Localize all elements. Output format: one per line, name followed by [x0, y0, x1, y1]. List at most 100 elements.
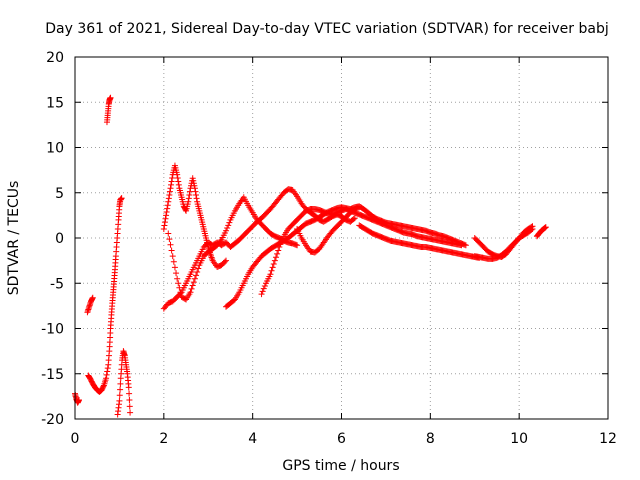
- data-point: [259, 288, 266, 295]
- data-point: [164, 205, 171, 212]
- data-point: [126, 403, 133, 410]
- data-point: [261, 282, 268, 289]
- data-point: [104, 365, 111, 372]
- data-point: [186, 188, 193, 195]
- data-point: [116, 397, 123, 404]
- data-point: [182, 206, 189, 213]
- data-point: [162, 215, 169, 222]
- x-tick-label: 8: [426, 431, 435, 447]
- data-point: [350, 215, 357, 222]
- y-tick-label: 5: [55, 186, 64, 202]
- data-point: [267, 271, 274, 278]
- data-point: [125, 384, 132, 391]
- data-point: [167, 241, 174, 248]
- data-point: [260, 285, 267, 292]
- data-point: [258, 291, 265, 298]
- chart-title: Day 361 of 2021, Sidereal Day-to-day VTE…: [45, 21, 608, 37]
- data-point: [276, 244, 283, 251]
- x-tick-label: 0: [71, 431, 80, 447]
- data-point: [100, 383, 107, 390]
- data-point: [269, 264, 276, 271]
- data-point: [166, 188, 173, 195]
- data-point: [174, 171, 181, 178]
- data-point: [195, 265, 202, 272]
- data-point: [272, 254, 279, 261]
- data-point: [191, 185, 198, 192]
- data-point: [176, 284, 183, 291]
- data-point: [117, 386, 124, 393]
- x-axis-label: GPS time / hours: [282, 458, 399, 474]
- data-point: [224, 225, 231, 232]
- axis-ticks: [74, 56, 609, 420]
- data-point: [103, 371, 110, 378]
- data-point: [166, 236, 173, 243]
- x-tick-label: 4: [248, 431, 257, 447]
- x-tick-label: 2: [159, 431, 168, 447]
- data-point: [161, 222, 168, 229]
- data-point: [161, 219, 168, 226]
- data-point: [116, 392, 123, 399]
- data-point: [278, 238, 285, 245]
- data-point: [168, 181, 175, 188]
- data-point: [165, 195, 172, 202]
- data-point: [169, 175, 176, 182]
- data-point: [188, 285, 195, 292]
- data-point: [174, 275, 181, 282]
- data-point: [173, 270, 180, 277]
- data-point: [185, 195, 192, 202]
- data-point: [270, 261, 277, 268]
- data-point: [223, 227, 230, 234]
- axis-tick-labels: 0 2 4 6 8 10 12 -20 -15 -10 -5 0 5 10 15 20: [41, 50, 617, 447]
- y-tick-label: 20: [46, 50, 64, 66]
- data-point: [225, 222, 232, 229]
- data-point: [103, 375, 110, 382]
- y-axis-label: SDTVAR / TECUs: [6, 181, 22, 296]
- data-point: [192, 188, 199, 195]
- data-point: [190, 279, 197, 286]
- data-point: [175, 280, 182, 287]
- data-point: [185, 198, 192, 205]
- y-tick-label: -20: [41, 412, 64, 428]
- data-point: [191, 275, 198, 282]
- data-point: [75, 396, 82, 403]
- data-point: [168, 178, 175, 185]
- y-tick-label: -10: [41, 322, 64, 338]
- y-tick-label: 15: [46, 95, 64, 111]
- data-point: [117, 380, 124, 387]
- data-point: [175, 178, 182, 185]
- data-point: [104, 368, 111, 375]
- data-point: [171, 264, 178, 271]
- data-point: [294, 242, 301, 249]
- data-point: [169, 253, 176, 260]
- data-point: [275, 247, 282, 254]
- y-tick-label: 0: [55, 231, 64, 247]
- y-tick-label: -5: [50, 276, 64, 292]
- data-point: [279, 235, 286, 242]
- x-tick-label: 10: [510, 431, 528, 447]
- data-point: [186, 192, 193, 199]
- data-point: [163, 212, 170, 219]
- data-point: [356, 204, 363, 211]
- data-point: [126, 390, 133, 397]
- data-point: [89, 294, 96, 301]
- data-points: [72, 94, 549, 418]
- x-tick-label: 6: [337, 431, 346, 447]
- data-point: [177, 289, 184, 296]
- data-point: [167, 185, 174, 192]
- data-point: [528, 226, 535, 233]
- data-point: [529, 225, 536, 232]
- data-point: [193, 272, 200, 279]
- data-point: [277, 241, 284, 248]
- data-point: [107, 94, 114, 101]
- data-point: [217, 238, 224, 245]
- data-point: [166, 192, 173, 199]
- data-point: [274, 250, 281, 257]
- data-point: [226, 219, 233, 226]
- data-point: [193, 195, 200, 202]
- data-point: [268, 267, 275, 274]
- data-point: [168, 247, 175, 254]
- data-point: [193, 192, 200, 199]
- data-point: [165, 230, 172, 237]
- x-tick-label: 12: [599, 431, 617, 447]
